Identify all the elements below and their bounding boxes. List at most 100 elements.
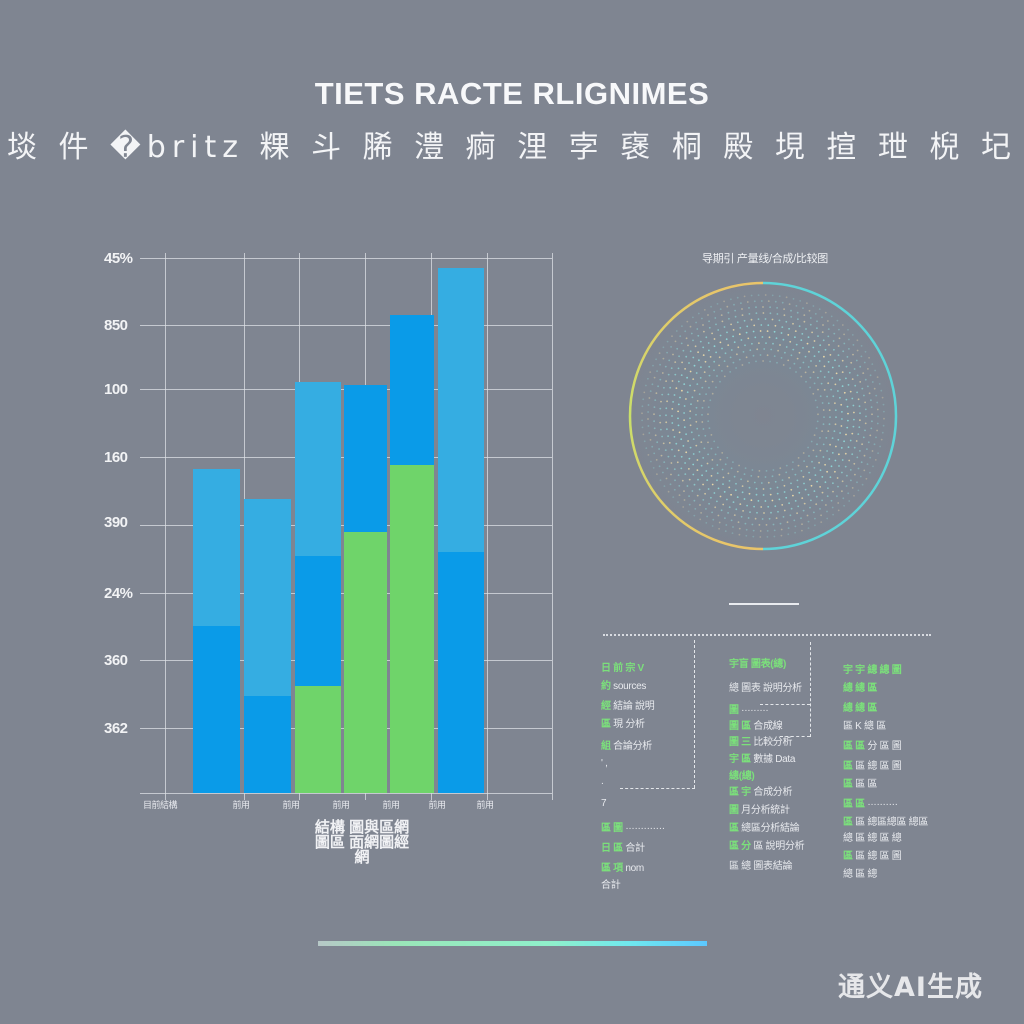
y-tick-label: 850 — [104, 317, 128, 334]
legend-item: 日 前 宗 V — [601, 664, 644, 674]
legend-value: 區 K 總 區 — [843, 721, 886, 732]
legend-key: 區 — [843, 851, 853, 862]
legend-key: 區 區 — [843, 799, 865, 810]
legend-item: 宇盲 圖表(總) — [729, 660, 786, 670]
legend-value: 合論分析 — [610, 741, 652, 752]
legend-value: 合成分析 — [750, 787, 793, 798]
y-tick-label: 24% — [104, 585, 133, 602]
bar-segment-light-blue — [244, 498, 291, 697]
legend-value: 區 區 — [852, 779, 878, 790]
legend-item: 區 總 圖表結論 — [729, 862, 792, 872]
legend-item: 圖 月分析統計 — [729, 806, 790, 816]
legend-value: 數據 Data — [750, 754, 796, 765]
legend-value: 總 區 總 — [843, 869, 878, 880]
bar-segment-blue — [295, 555, 341, 686]
legend-key: 區 分 — [729, 841, 751, 852]
legend-item: 區 區 總 區 圖 — [843, 761, 902, 772]
y-tick-label: 100 — [104, 381, 128, 398]
gridline-vertical — [552, 253, 553, 800]
separator-short — [729, 603, 799, 605]
legend-item: 總 區 總 — [843, 870, 877, 880]
legend-key: 經 — [601, 701, 611, 712]
y-tick-label: 360 — [104, 652, 128, 669]
legend-item: 區 區 總區總區 總區 — [843, 818, 928, 828]
legend-item: 總(總) — [729, 772, 755, 782]
bar-segment-light-blue — [193, 468, 240, 626]
separator-dashed — [603, 634, 931, 636]
legend-key: 約 — [601, 681, 611, 692]
connector-line — [810, 642, 811, 737]
y-tick-label: 45% — [104, 250, 133, 267]
legend-item: 區 區 ·········· — [843, 800, 898, 810]
legend-key: 總 總 區 — [843, 683, 878, 694]
legend-value: 區 總 區 圖 — [852, 851, 902, 862]
legend-value: 比較分析 — [750, 737, 793, 748]
bar-segment-blue — [244, 696, 291, 793]
legend-item: 合計 — [601, 880, 621, 891]
x-tick-label: 目前結構 — [142, 800, 178, 810]
legend-value: 區 總 區 圖 — [852, 761, 902, 772]
legend-item: 區 總區分析結論 — [729, 824, 800, 834]
legend-value: 月分析統計 — [738, 805, 790, 816]
legend-item: 總 圖表 說明分析 — [729, 684, 802, 694]
donut-chart — [628, 281, 898, 551]
legend-key: 日 區 — [601, 843, 623, 854]
legend-value: 7 — [601, 798, 607, 809]
legend-item: 區 K 總 區 — [843, 722, 886, 732]
legend-value: . — [601, 776, 604, 787]
connector-line — [760, 704, 810, 705]
gridline-vertical — [487, 253, 488, 800]
legend-item: 總 區 總 區 總 — [843, 834, 902, 844]
bar-segment-light-blue — [295, 381, 341, 556]
legend-item: ' , — [601, 759, 608, 769]
legend-value: ········· — [738, 705, 769, 716]
progress-bar — [318, 941, 707, 946]
legend-item: 經 結論 說明 — [601, 701, 655, 712]
legend-value: 合計 — [601, 880, 621, 891]
legend-key: 區 — [601, 719, 611, 730]
legend-item: 總 總 區 — [843, 684, 877, 694]
legend-item: 日 區 合計 — [601, 844, 645, 854]
legend-key: 區 — [843, 779, 853, 790]
legend-item: 區 區 區 — [843, 780, 877, 790]
legend-key: 圖 — [729, 805, 739, 816]
gridline-horizontal — [140, 793, 552, 794]
legend-value: nom — [622, 863, 644, 874]
legend-item: 區 宇 合成分析 — [729, 788, 792, 798]
legend-item: 區 分 區 說明分析 — [729, 841, 805, 852]
y-tick-label: 160 — [104, 449, 128, 466]
y-tick-label: 362 — [104, 720, 128, 737]
connector-line — [620, 788, 695, 789]
x-axis-label-line2: 圖區 面網圖經網 — [314, 834, 410, 866]
legend-value: 合計 — [622, 843, 645, 854]
legend-key: 圖 區 — [729, 721, 751, 732]
legend-item: 區 圖 ············· — [601, 824, 665, 834]
legend-item: 宇 區 數據 Data — [729, 755, 795, 765]
legend-value: 區 總區總區 總區 — [852, 817, 929, 828]
legend-value: ·········· — [864, 799, 898, 810]
legend-key: 日 前 宗 V — [601, 663, 644, 674]
legend-value: 分 區 圖 — [864, 741, 902, 752]
legend-value: 現 分析 — [610, 719, 645, 730]
x-tick-label: 前用 — [282, 800, 300, 810]
y-tick-label: 390 — [104, 514, 128, 531]
bar-segment-light-blue — [438, 268, 484, 553]
bar-segment-green — [295, 686, 341, 793]
page-title: TIETS RACTE RLIGNIMES — [314, 76, 710, 111]
legend-key: 圖 三 — [729, 737, 751, 748]
legend-item: 7 — [601, 798, 607, 809]
legend-key: 圖 — [729, 705, 739, 716]
legend-key: 區 區 — [843, 741, 865, 752]
x-tick-label: 前用 — [382, 800, 400, 810]
legend-item: 圖 區 合成線 — [729, 721, 783, 732]
bar-segment-green — [390, 465, 434, 793]
donut-chart-title: 导期引 产量线/合成/比较图 — [702, 253, 828, 265]
bar-segment-blue — [438, 552, 484, 793]
legend-item: . — [601, 776, 604, 787]
legend-key: 總 總 區 — [843, 703, 878, 714]
x-tick-label: 前用 — [476, 800, 494, 810]
x-axis-label-line1: 結構 圖與區網 — [314, 819, 410, 836]
legend-key: 區 圖 — [601, 823, 623, 834]
legend-item: 區 現 分析 — [601, 720, 645, 730]
